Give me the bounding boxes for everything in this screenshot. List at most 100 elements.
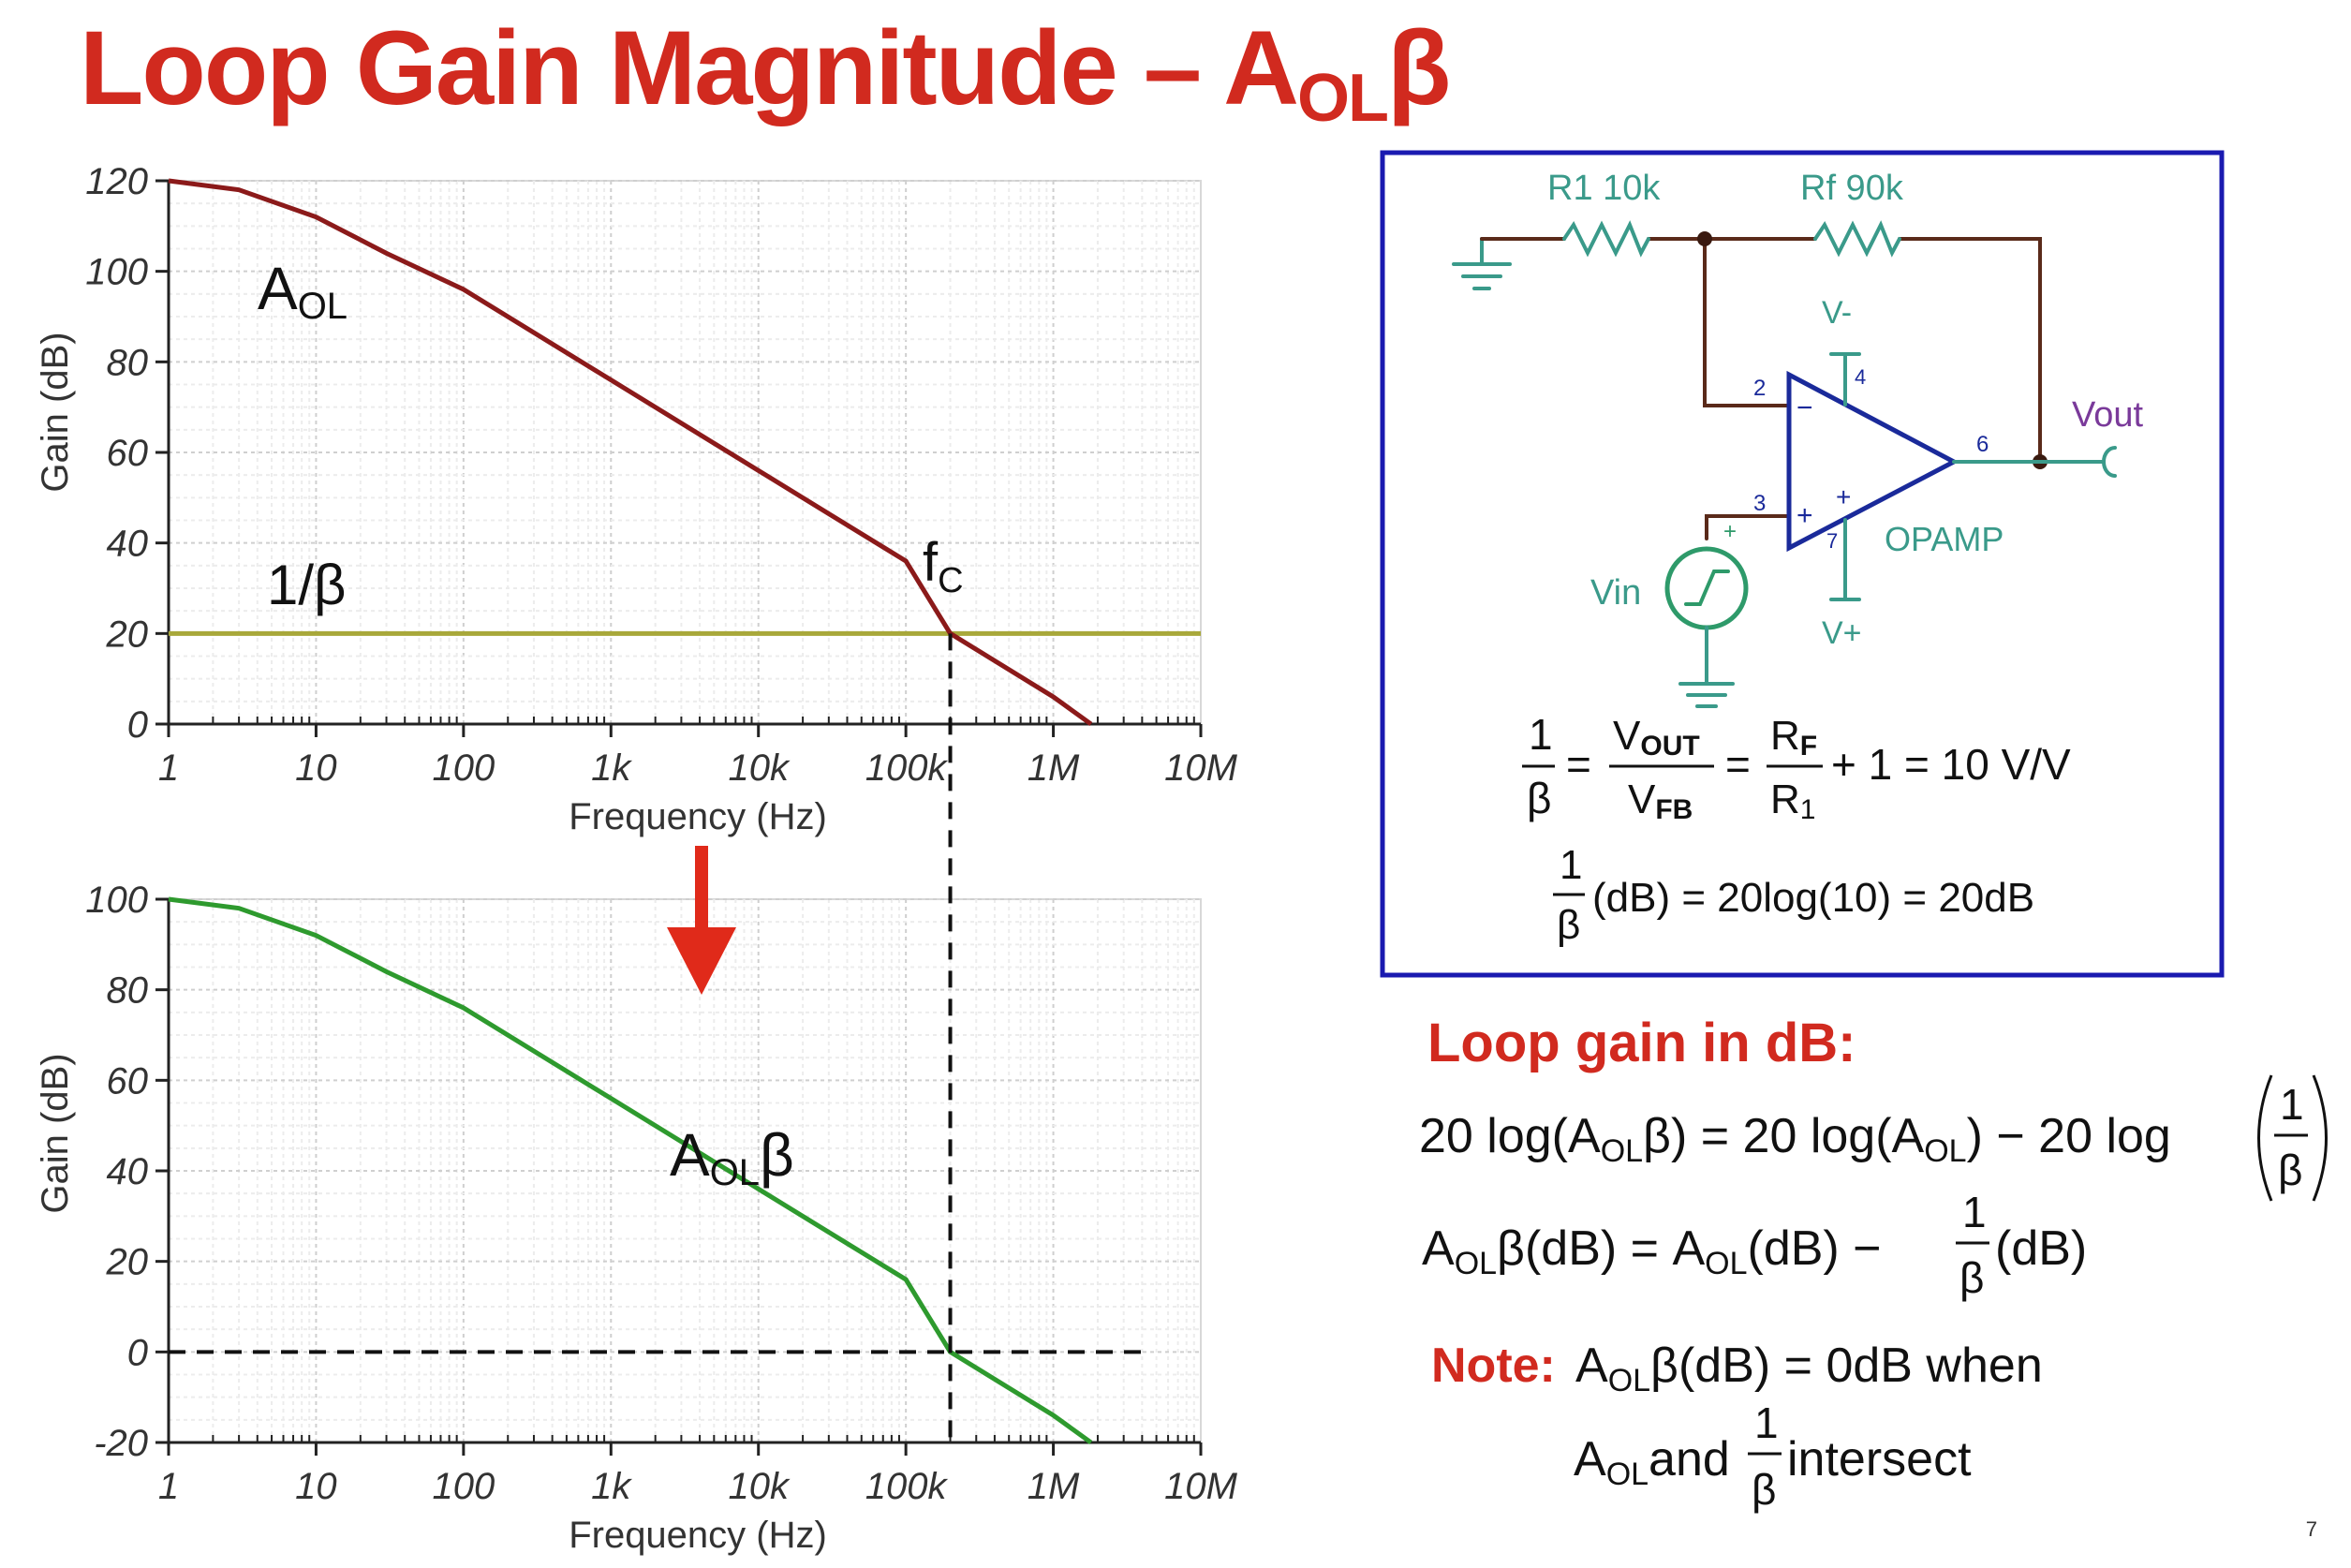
opamp-label: OPAMP (1885, 520, 2004, 558)
svg-text:β: β (1752, 1465, 1776, 1514)
title-tail: β (1387, 9, 1451, 126)
x-tick-label: 1k (591, 747, 632, 789)
x-tick-label: 1 (158, 1466, 179, 1507)
y-tick-label: 100 (85, 880, 148, 921)
chart2-ylabel: Gain (dB) (35, 1053, 76, 1213)
pin3-label: 3 (1753, 491, 1766, 516)
eq1-equals2: = (1725, 740, 1751, 789)
output-terminal-icon (2102, 446, 2117, 478)
loop-gain-curve-label: AOLβ (670, 1121, 794, 1193)
svg-text:AOLβ(dB) = AOL(dB) −: AOLβ(dB) = AOL(dB) − (1422, 1221, 1882, 1281)
y-tick-label: 0 (127, 704, 148, 746)
x-tick-label: 1M (1028, 747, 1080, 789)
x-tick-label: 100 (432, 1466, 495, 1507)
y-tick-label: 20 (106, 1242, 149, 1283)
y-tick-label: 60 (107, 1060, 149, 1102)
aol-curve (168, 178, 1093, 727)
svg-text:1: 1 (2280, 1080, 2304, 1129)
loop-gain-note: Note: AOLβ(dB) = 0dB when AOLand 1 β int… (1431, 1339, 2043, 1514)
pin7-label: 7 (1826, 529, 1838, 553)
x-tick-label: 100k (865, 747, 949, 789)
eq2-one: 1 (1560, 842, 1582, 888)
eq1-beta: β (1527, 774, 1551, 822)
x-tick-label: 10 (295, 1466, 337, 1507)
inverse-beta-label: 1/β (267, 554, 347, 616)
resistor-r1-icon (1562, 220, 1650, 258)
slide-title: Loop Gain Magnitude – AOLβ (80, 7, 1451, 137)
chart2-xlabel: Frequency (Hz) (569, 1515, 827, 1556)
svg-text:1: 1 (1754, 1398, 1779, 1447)
x-tick-label: 100k (865, 1466, 949, 1507)
svg-text:β: β (2278, 1146, 2302, 1194)
circuit-schematic: R1 10k Rf 90k V- V+ Vout Vin OPAMP 2 3 4… (1452, 169, 2144, 708)
aol-curve-label: AOL (258, 255, 347, 327)
r1-label: R1 10k (1547, 169, 1661, 208)
circuit-box (1380, 150, 2225, 978)
y-tick-label: 100 (85, 252, 148, 293)
eq1-equals: = (1566, 740, 1591, 789)
fc-label: fC (923, 532, 964, 600)
loop-gain-chart: 100 80 60 40 20 0 -20 1 10 100 1k 10k 100k 1M 10M Gai… (35, 880, 1238, 1556)
supply-leads (1829, 352, 2105, 601)
vin-label: Vin (1590, 573, 1641, 613)
title-main: Loop Gain Magnitude – A (80, 9, 1299, 126)
y-tick-label: 80 (107, 970, 149, 1012)
y-tick-label: 0 (127, 1332, 148, 1373)
opamp-icon (1786, 370, 1959, 553)
loop-gain-heading: Loop gain in dB: (1427, 1013, 1856, 1073)
y-tick-label: 120 (85, 161, 148, 202)
node-dot (1697, 231, 1712, 246)
loop-gain-block: Loop gain in dB: 20 log(AOLβ) = 20 log(A… (1419, 1013, 2328, 1514)
x-tick-label: 1k (591, 1466, 632, 1507)
eq2-beta: β (1557, 902, 1580, 948)
step-waveform-icon (1684, 570, 1730, 606)
y-tick-label: 20 (106, 614, 149, 655)
title-subscript: OL (1297, 61, 1389, 136)
svg-text:intersect: intersect (1787, 1432, 1972, 1487)
y-tick-label: 40 (107, 1151, 149, 1192)
x-tick-label: 10M (1164, 1466, 1237, 1507)
x-tick-label: 1 (158, 747, 179, 789)
vplus-label: V+ (1822, 615, 1862, 651)
slide-number: 7 (2305, 1517, 2317, 1541)
svg-text:(dB): (dB) (1995, 1221, 2087, 1276)
source-plus-sign: + (1723, 519, 1737, 544)
eq1-vout: VOUT (1613, 713, 1700, 762)
svg-text:AOLβ(dB) = 0dB when: AOLβ(dB) = 0dB when (1575, 1339, 2043, 1398)
x-tick-label: 10M (1164, 747, 1237, 789)
y-tick-label: 60 (107, 433, 149, 474)
eq2-tail: (dB) = 20log(10) = 20dB (1592, 875, 2034, 921)
eq1-vfb: VFB (1628, 777, 1693, 825)
loop-gain-curve (168, 896, 1093, 1445)
down-arrow-icon (667, 846, 736, 995)
x-tick-label: 10k (728, 1466, 790, 1507)
eq1-r1: R1 (1770, 777, 1815, 825)
svg-text:20 log(AOLβ) = 20 log(AOL) − 2: 20 log(AOLβ) = 20 log(AOL) − 20 log (1419, 1109, 2171, 1169)
svg-text:β: β (1959, 1253, 1984, 1302)
loop-gain-eq2: AOLβ(dB) = AOL(dB) − 1 β (dB) (1422, 1188, 2087, 1302)
loop-gain-eq1: 20 log(AOLβ) = 20 log(AOL) − 20 log 1 β (1419, 1074, 2328, 1202)
feedback-equation: 1 β = VOUT VFB = RF R1 + 1 = 10 V/V (1522, 710, 2071, 825)
pin4-label: 4 (1855, 365, 1866, 389)
resistor-rf-icon (1813, 220, 1901, 258)
noninverting-sign: + (1797, 500, 1813, 531)
x-tick-label: 10k (728, 747, 790, 789)
svg-text:AOLand: AOLand (1574, 1432, 1730, 1492)
chart1-xlabel: Frequency (Hz) (569, 796, 827, 837)
y-tick-label: -20 (94, 1423, 148, 1464)
svg-text:Note:: Note: (1431, 1339, 1556, 1393)
chart1-ylabel: Gain (dB) (35, 332, 76, 492)
eq1-rf: RF (1770, 713, 1817, 762)
vminus-label: V- (1822, 295, 1852, 331)
x-tick-label: 100 (432, 747, 495, 789)
eq1-tail: + 1 = 10 V/V (1831, 740, 2071, 789)
pin6-label: 6 (1976, 432, 1989, 457)
x-tick-label: 1M (1028, 1466, 1080, 1507)
pin2-label: 2 (1753, 376, 1766, 401)
eq1-one: 1 (1529, 710, 1553, 759)
rf-label: Rf 90k (1800, 169, 1904, 208)
open-loop-gain-chart: 120 100 80 60 40 20 0 1 10 100 1k 10k 100k 1M 10M Gai… (35, 161, 1238, 837)
y-tick-label: 80 (107, 342, 149, 383)
